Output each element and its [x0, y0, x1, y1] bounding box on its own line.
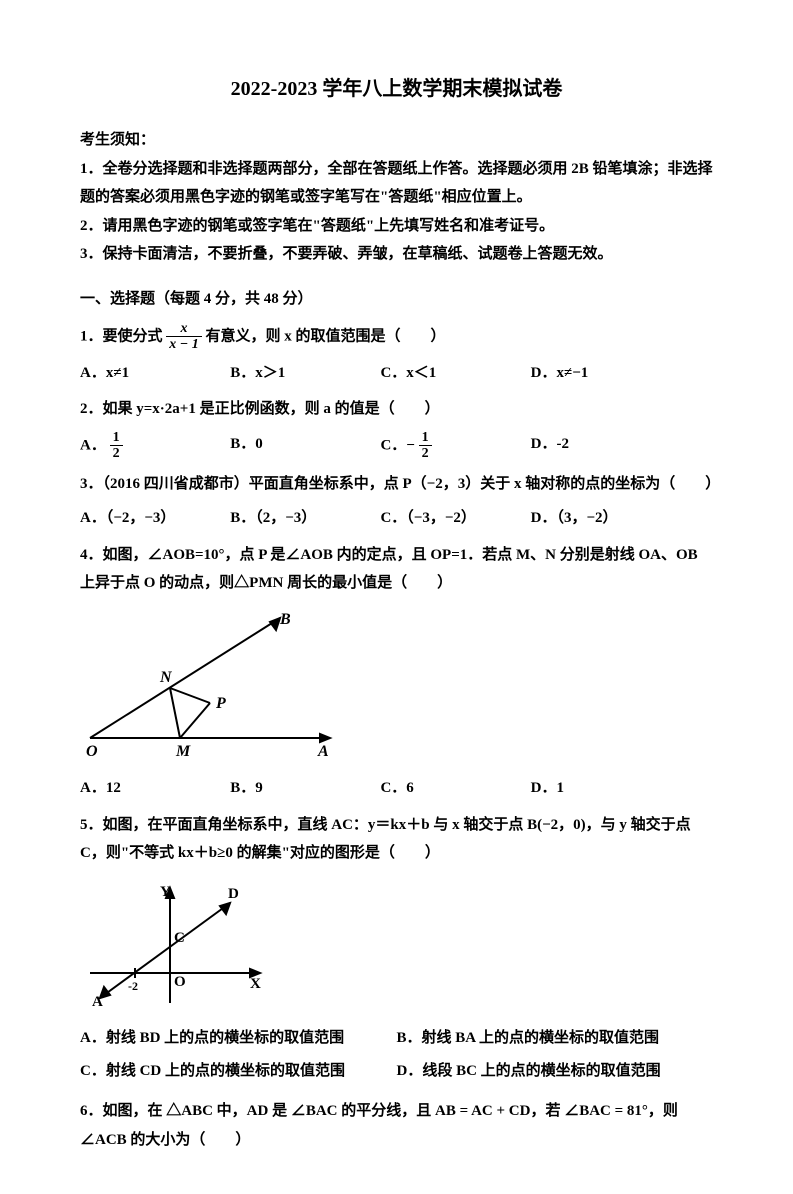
q4-opt-d: D．1	[531, 774, 673, 803]
q3-opt-b: B．（2，−3）	[230, 504, 372, 533]
q4-opt-b: B．9	[230, 774, 372, 803]
q2-opt-b: B．0	[230, 430, 372, 462]
q1-stem-a: 1．要使分式	[80, 328, 166, 344]
q4-opt-a: A．12	[80, 774, 222, 803]
question-1: 1．要使分式 x x − 1 有意义，则 x 的取值范围是（ ）	[80, 321, 713, 353]
q2-opt-c: C．− 1 2	[380, 430, 522, 462]
q2-a-prefix: A．	[80, 437, 106, 453]
q5-label-m2: -2	[128, 979, 138, 993]
q4-label-M: M	[175, 743, 191, 758]
q2-c-den: 2	[419, 446, 432, 461]
instructions-line2: 2．请用黑色字迹的钢笔或签字笔在"答题纸"上先填写姓名和准考证号。	[80, 212, 713, 241]
q5-label-C: C	[174, 930, 185, 946]
q4-svg: O M A B N P	[80, 608, 340, 758]
q5-opt-b: B．射线 BA 上的点的横坐标的取值范围	[397, 1024, 714, 1053]
q2-a-den: 2	[110, 446, 123, 461]
q5-label-D: D	[228, 886, 239, 902]
q2-a-frac: 1 2	[110, 430, 123, 462]
page-title: 2022-2023 学年八上数学期末模拟试卷	[80, 70, 713, 108]
q2-c-frac: 1 2	[419, 430, 432, 462]
q5-label-X: X	[250, 976, 261, 992]
q1-opt-a: A．x≠1	[80, 359, 222, 388]
question-6: 6．如图，在 △ABC 中，AD 是 ∠BAC 的平分线，且 AB = AC +…	[80, 1097, 713, 1154]
q5-label-O: O	[174, 974, 186, 990]
q3-opt-d: D．（3，−2）	[531, 504, 673, 533]
q2-options: A． 1 2 B．0 C．− 1 2 D．-2	[80, 430, 713, 462]
instructions-line1: 1．全卷分选择题和非选择题两部分，全部在答题纸上作答。选择题必须用 2B 铅笔填…	[80, 155, 713, 212]
q2-a-num: 1	[110, 430, 123, 446]
q5-opt-d: D．线段 BC 上的点的横坐标的取值范围	[397, 1057, 714, 1086]
q2-opt-d: D．-2	[531, 430, 673, 462]
q4-label-A: A	[317, 743, 329, 758]
q1-options: A．x≠1 B．x＞1 C．x＜1 D．x≠−1	[80, 359, 713, 388]
q2-c-num: 1	[419, 430, 432, 446]
q1-opt-c: C．x＜1	[380, 359, 522, 388]
q1-stem-b: 有意义，则 x 的取值范围是（ ）	[206, 328, 446, 344]
q5-opt-c: C．射线 CD 上的点的横坐标的取值范围	[80, 1057, 397, 1086]
q4-label-B: B	[279, 611, 291, 628]
q4-label-P: P	[215, 695, 226, 712]
q4-label-O: O	[86, 743, 98, 758]
q4-options: A．12 B．9 C．6 D．1	[80, 774, 713, 803]
q3-opt-a: A．（−2，−3）	[80, 504, 222, 533]
question-2: 2．如果 y=x·2a+1 是正比例函数，则 a 的值是（ ）	[80, 395, 713, 424]
q3-options: A．（−2，−3） B．（2，−3） C．（−3，−2） D．（3，−2）	[80, 504, 713, 533]
q5-figure: Y X O A C D -2	[80, 878, 713, 1019]
q1-frac-den: x − 1	[166, 337, 201, 352]
question-5: 5．如图，在平面直角坐标系中，直线 AC：y＝kx＋b 与 x 轴交于点 B(−…	[80, 811, 713, 868]
exam-page: 2022-2023 学年八上数学期末模拟试卷 考生须知： 1．全卷分选择题和非选…	[0, 0, 793, 1194]
q5-svg: Y X O A C D -2	[80, 878, 280, 1008]
q4-opt-c: C．6	[380, 774, 522, 803]
section-a-heading: 一、选择题（每题 4 分，共 48 分）	[80, 285, 713, 314]
q4-figure: O M A B N P	[80, 608, 713, 769]
instructions-block: 考生须知： 1．全卷分选择题和非选择题两部分，全部在答题纸上作答。选择题必须用 …	[80, 126, 713, 269]
q4-label-N: N	[159, 669, 173, 686]
q1-frac-num: x	[166, 321, 201, 337]
q5-opt-a: A．射线 BD 上的点的横坐标的取值范围	[80, 1024, 397, 1053]
q2-opt-a: A． 1 2	[80, 430, 222, 462]
question-3: 3．（2016 四川省成都市）平面直角坐标系中，点 P（−2，3）关于 x 轴对…	[80, 470, 713, 499]
q2-c-prefix: C．−	[380, 437, 418, 453]
q5-label-Y: Y	[160, 884, 171, 900]
question-4: 4．如图，∠AOB=10°，点 P 是∠AOB 内的定点，且 OP=1．若点 M…	[80, 541, 713, 598]
instructions-header: 考生须知：	[80, 126, 713, 155]
q5-options: A．射线 BD 上的点的横坐标的取值范围 B．射线 BA 上的点的横坐标的取值范…	[80, 1024, 713, 1089]
q1-opt-d: D．x≠−1	[531, 359, 673, 388]
q5-label-A: A	[92, 994, 103, 1008]
q1-fraction: x x − 1	[166, 321, 201, 353]
q1-opt-b: B．x＞1	[230, 359, 372, 388]
instructions-line3: 3．保持卡面清洁，不要折叠，不要弄破、弄皱，在草稿纸、试题卷上答题无效。	[80, 240, 713, 269]
q3-opt-c: C．（−3，−2）	[380, 504, 522, 533]
